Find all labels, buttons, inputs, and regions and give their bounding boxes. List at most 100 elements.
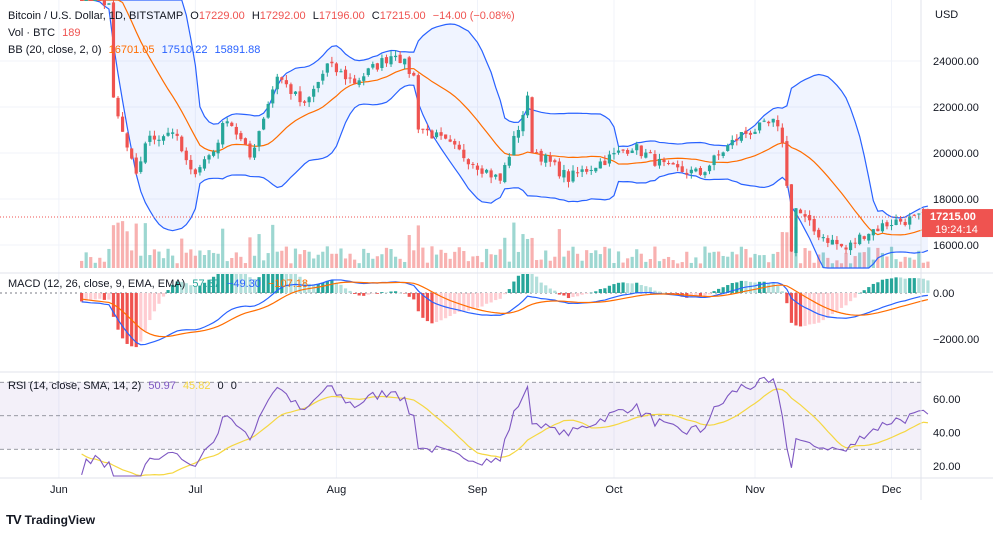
tradingview-logo-text: TradingView <box>24 512 96 527</box>
candle-body <box>721 152 725 156</box>
candle-body <box>521 114 525 132</box>
candle-body <box>262 118 266 130</box>
macd-histogram-bar <box>166 290 170 293</box>
volume-bar <box>193 255 197 268</box>
main-legend[interactable]: Bitcoin / U.S. Dollar, 1D, BITSTAMP O172… <box>8 10 519 22</box>
candle-body <box>876 228 880 232</box>
volume-bar <box>621 262 625 268</box>
candle-body <box>767 121 771 124</box>
macd-histogram-bar <box>748 281 753 293</box>
macd-legend[interactable]: MACD (12, 26, close, 9, EMA, EMA) 57.87 … <box>8 278 312 290</box>
volume-bar <box>516 251 521 268</box>
rsi-legend[interactable]: RSI (14, close, SMA, 14, 2) 50.97 45.82 … <box>8 380 241 392</box>
volume-bar <box>676 263 680 268</box>
candle-body <box>817 229 821 238</box>
macd-histogram-bar <box>462 293 466 312</box>
candle-body <box>562 169 566 178</box>
candle-body <box>512 135 516 156</box>
volume-bar <box>198 250 202 268</box>
volume-bar <box>557 229 561 268</box>
candle-body <box>635 144 639 151</box>
volume-bar <box>480 262 484 268</box>
candle-body <box>789 184 794 252</box>
volume-bar <box>498 249 502 268</box>
candle-body <box>289 84 293 94</box>
bb-label: BB (20, close, 2, 0) <box>8 44 102 56</box>
macd-histogram-bar <box>662 292 666 294</box>
macd-histogram-bar <box>657 291 662 293</box>
bb-legend[interactable]: BB (20, close, 2, 0) 16701.05 17510.22 1… <box>8 44 264 56</box>
macd-histogram-bar <box>730 283 734 293</box>
volume-legend[interactable]: Vol · BTC 189 <box>8 27 85 39</box>
candle-body <box>803 214 807 217</box>
candle-body <box>603 160 607 166</box>
candle-body <box>139 161 143 172</box>
volume-bar <box>726 256 730 268</box>
macd-histogram-bar <box>871 283 875 293</box>
volume-bar <box>139 255 143 268</box>
macd-histogram-bar <box>644 286 648 293</box>
candle-body <box>143 143 147 163</box>
macd-histogram-bar <box>803 293 807 326</box>
macd-histogram-bar <box>366 293 370 295</box>
macd-histogram-bar <box>926 280 930 293</box>
candle-body <box>175 133 179 136</box>
bb-fill <box>81 0 928 268</box>
rsi-extra-value: 0 <box>230 380 237 392</box>
macd-histogram-bar <box>808 293 812 325</box>
candle-body <box>798 209 803 214</box>
volume-bar <box>780 232 784 268</box>
volume-bar <box>885 256 889 268</box>
macd-histogram-bar <box>494 293 498 301</box>
macd-histogram-bar <box>125 293 129 344</box>
candle-body <box>566 171 571 182</box>
candle-body <box>348 77 352 79</box>
volume-bar <box>84 252 88 268</box>
macd-histogram-bar <box>398 292 402 294</box>
volume-bar <box>530 237 534 268</box>
candle-body <box>80 0 84 1</box>
volume-bar <box>739 246 743 268</box>
candle-body <box>339 71 343 73</box>
volume-bar <box>316 254 320 268</box>
macd-histogram-bar <box>757 281 762 293</box>
volume-bar <box>789 237 794 268</box>
volume-bar <box>757 255 762 268</box>
candle-body <box>362 76 366 81</box>
volume-bar <box>494 254 498 268</box>
volume-bar <box>111 225 116 268</box>
volume-bar <box>453 251 457 268</box>
candle-body <box>735 138 739 141</box>
macd-histogram-bar <box>853 293 857 298</box>
candle-body <box>130 148 134 159</box>
macd-histogram-bar <box>475 293 480 308</box>
macd-histogram-bar <box>266 274 270 293</box>
macd-histogram-bar <box>880 279 885 293</box>
volume-bar <box>707 252 712 268</box>
volume-bar <box>457 247 461 268</box>
candle-body <box>157 139 161 141</box>
macd-histogram-bar <box>648 287 652 293</box>
macd-histogram-bar <box>703 293 707 297</box>
candle-body <box>703 172 707 176</box>
macd-signal-line <box>81 281 929 338</box>
time-tick-label: Jun <box>50 484 68 496</box>
volume-bar <box>302 250 307 268</box>
macd-histogram-bar <box>175 281 179 293</box>
candle-body <box>880 223 885 232</box>
symbol-title[interactable]: Bitcoin / U.S. Dollar, 1D, BITSTAMP <box>8 10 184 22</box>
open-value: 17229.00 <box>198 10 245 22</box>
macd-histogram-bar <box>553 290 557 293</box>
tradingview-logo[interactable]: TV TradingView <box>6 512 95 527</box>
candle-body <box>407 57 411 74</box>
macd-histogram-bar <box>707 293 712 295</box>
candle-body <box>548 155 552 162</box>
bb-upper-value: 17510.22 <box>161 44 208 56</box>
rsi-label: RSI (14, close, SMA, 14, 2) <box>8 380 142 392</box>
volume-bar <box>148 255 152 268</box>
volume-bar <box>521 234 525 268</box>
volume-bar <box>662 258 666 268</box>
volume-bar <box>680 262 684 268</box>
macd-histogram-bar <box>252 278 257 293</box>
